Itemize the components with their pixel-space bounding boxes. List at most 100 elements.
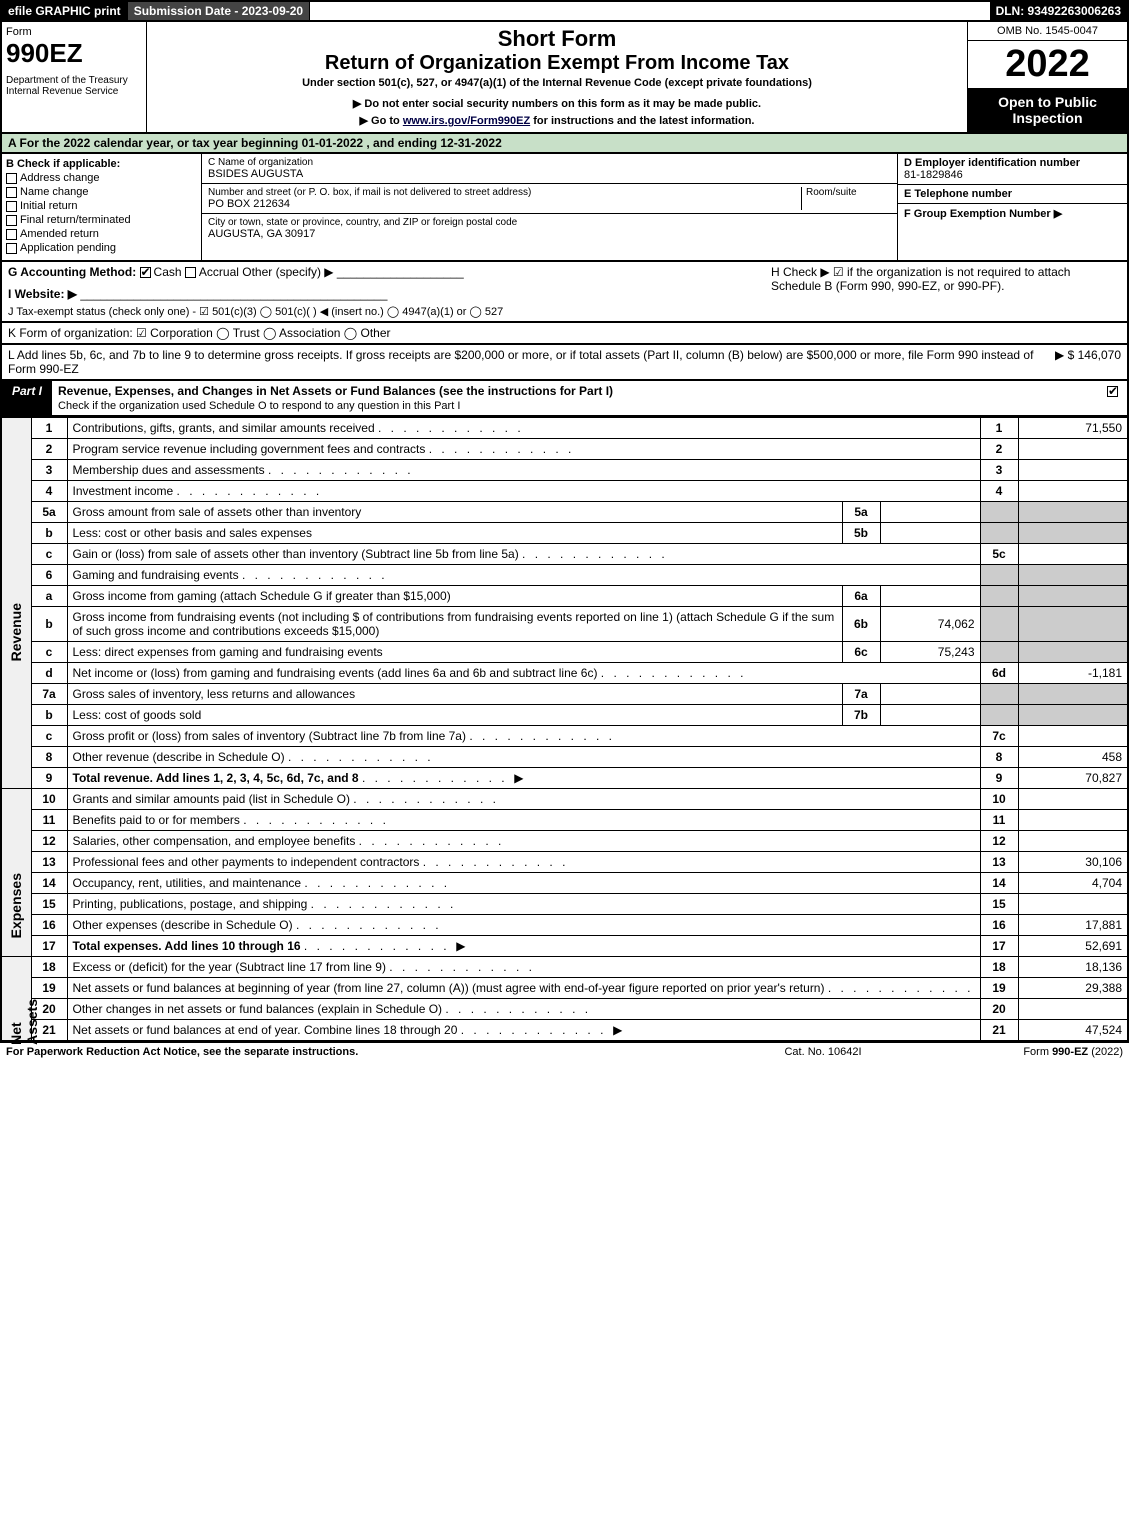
sub-line-number: 6c [842, 642, 880, 663]
line-desc: Gaming and fundraising events . . . . . … [67, 565, 980, 586]
right-line-number: 19 [980, 978, 1018, 999]
efile-label[interactable]: efile GRAPHIC print [2, 2, 128, 20]
right-line-value [1018, 481, 1128, 502]
sub-line-number: 7a [842, 684, 880, 705]
table-row: cLess: direct expenses from gaming and f… [1, 642, 1128, 663]
part-1-checkbox[interactable] [1107, 386, 1118, 397]
sub-line-number: 7b [842, 705, 880, 726]
right-line-value: 4,704 [1018, 873, 1128, 894]
irs-link[interactable]: www.irs.gov/Form990EZ [403, 115, 530, 127]
line-desc: Total revenue. Add lines 1, 2, 3, 4, 5c,… [67, 768, 980, 789]
line-desc: Salaries, other compensation, and employ… [67, 831, 980, 852]
line-desc: Net assets or fund balances at beginning… [67, 978, 980, 999]
sub-line-number: 6b [842, 607, 880, 642]
accrual-checkbox[interactable] [185, 267, 196, 278]
line-number: 15 [31, 894, 67, 915]
section-label-rev: Revenue [1, 418, 31, 789]
table-row: 16Other expenses (describe in Schedule O… [1, 915, 1128, 936]
line-desc: Printing, publications, postage, and shi… [67, 894, 980, 915]
right-line-number [980, 705, 1018, 726]
goto-pre: ▶ Go to [360, 115, 403, 127]
line-k: K Form of organization: ☑ Corporation ◯ … [0, 323, 1129, 345]
line-number: 16 [31, 915, 67, 936]
line-l-text: L Add lines 5b, 6c, and 7b to line 9 to … [8, 348, 1055, 376]
line-l-amount: ▶ $ 146,070 [1055, 348, 1121, 376]
cash-checkbox[interactable] [140, 267, 151, 278]
table-row: cGain or (loss) from sale of assets othe… [1, 544, 1128, 565]
right-line-value [1018, 894, 1128, 915]
footer-right-post: (2022) [1088, 1046, 1123, 1058]
return-title: Return of Organization Exempt From Incom… [155, 52, 959, 75]
sub-line-number: 6a [842, 586, 880, 607]
footer-mid: Cat. No. 10642I [723, 1046, 923, 1058]
table-row: 7aGross sales of inventory, less returns… [1, 684, 1128, 705]
dln-label: DLN: 93492263006263 [990, 2, 1127, 20]
line-number: 8 [31, 747, 67, 768]
line-desc: Contributions, gifts, grants, and simila… [67, 418, 980, 439]
right-line-number: 18 [980, 957, 1018, 978]
checkbox-icon[interactable] [6, 215, 17, 226]
line-number: d [31, 663, 67, 684]
right-line-value: 18,136 [1018, 957, 1128, 978]
footer-left: For Paperwork Reduction Act Notice, see … [6, 1046, 723, 1058]
right-line-value [1018, 565, 1128, 586]
table-row: 4Investment income . . . . . . . . . . .… [1, 481, 1128, 502]
footer-right-bold: 990-EZ [1052, 1046, 1088, 1058]
right-line-value [1018, 460, 1128, 481]
line-number: b [31, 607, 67, 642]
goto-note: ▶ Go to www.irs.gov/Form990EZ for instru… [155, 114, 959, 127]
line-desc: Benefits paid to or for members . . . . … [67, 810, 980, 831]
line-desc: Net income or (loss) from gaming and fun… [67, 663, 980, 684]
checkbox-icon[interactable] [6, 229, 17, 240]
right-line-number: 10 [980, 789, 1018, 810]
line-number: 4 [31, 481, 67, 502]
form-header: Form 990EZ Department of the Treasury In… [0, 22, 1129, 134]
right-line-number: 20 [980, 999, 1018, 1020]
line-desc: Other changes in net assets or fund bala… [67, 999, 980, 1020]
lines-table: Revenue1Contributions, gifts, grants, an… [0, 417, 1129, 1042]
right-line-number: 11 [980, 810, 1018, 831]
right-line-value [1018, 523, 1128, 544]
right-line-number: 2 [980, 439, 1018, 460]
short-form-title: Short Form [155, 26, 959, 52]
checkbox-icon[interactable] [6, 201, 17, 212]
right-line-value [1018, 789, 1128, 810]
line-l: L Add lines 5b, 6c, and 7b to line 9 to … [0, 345, 1129, 381]
line-g-label: G Accounting Method: [8, 265, 136, 279]
sub-line-value: 75,243 [880, 642, 980, 663]
table-row: 3Membership dues and assessments . . . .… [1, 460, 1128, 481]
box-b-item: Initial return [6, 200, 197, 212]
line-desc: Gross sales of inventory, less returns a… [67, 684, 842, 705]
line-desc: Other revenue (describe in Schedule O) .… [67, 747, 980, 768]
line-h: H Check ▶ ☑ if the organization is not r… [771, 265, 1121, 318]
open-inspection: Open to Public Inspection [968, 88, 1127, 132]
line-desc: Excess or (deficit) for the year (Subtra… [67, 957, 980, 978]
line-number: 6 [31, 565, 67, 586]
right-line-number [980, 607, 1018, 642]
line-j: J Tax-exempt status (check only one) - ☑… [8, 305, 771, 318]
right-line-number: 17 [980, 936, 1018, 957]
room-suite-label: Room/suite [801, 187, 891, 210]
line-i: I Website: ▶ ___________________________… [8, 287, 771, 301]
note-ssn: ▶ Do not enter social security numbers o… [155, 97, 959, 110]
table-row: bLess: cost or other basis and sales exp… [1, 523, 1128, 544]
box-d-label: D Employer identification number [904, 157, 1121, 169]
accrual-label: Accrual [199, 265, 239, 279]
part-1-sub: Check if the organization used Schedule … [58, 400, 460, 412]
checkbox-icon[interactable] [6, 173, 17, 184]
table-row: 8Other revenue (describe in Schedule O) … [1, 747, 1128, 768]
sub-line-number: 5b [842, 523, 880, 544]
footer-right: Form 990-EZ (2022) [923, 1046, 1123, 1058]
line-desc: Membership dues and assessments . . . . … [67, 460, 980, 481]
right-line-number: 9 [980, 768, 1018, 789]
right-line-value [1018, 810, 1128, 831]
right-line-number: 8 [980, 747, 1018, 768]
checkbox-icon[interactable] [6, 187, 17, 198]
right-line-value: 47,524 [1018, 1020, 1128, 1042]
checkbox-icon[interactable] [6, 243, 17, 254]
line-number: a [31, 586, 67, 607]
table-row: 5aGross amount from sale of assets other… [1, 502, 1128, 523]
line-desc: Occupancy, rent, utilities, and maintena… [67, 873, 980, 894]
table-row: bGross income from fundraising events (n… [1, 607, 1128, 642]
table-row: 12Salaries, other compensation, and empl… [1, 831, 1128, 852]
